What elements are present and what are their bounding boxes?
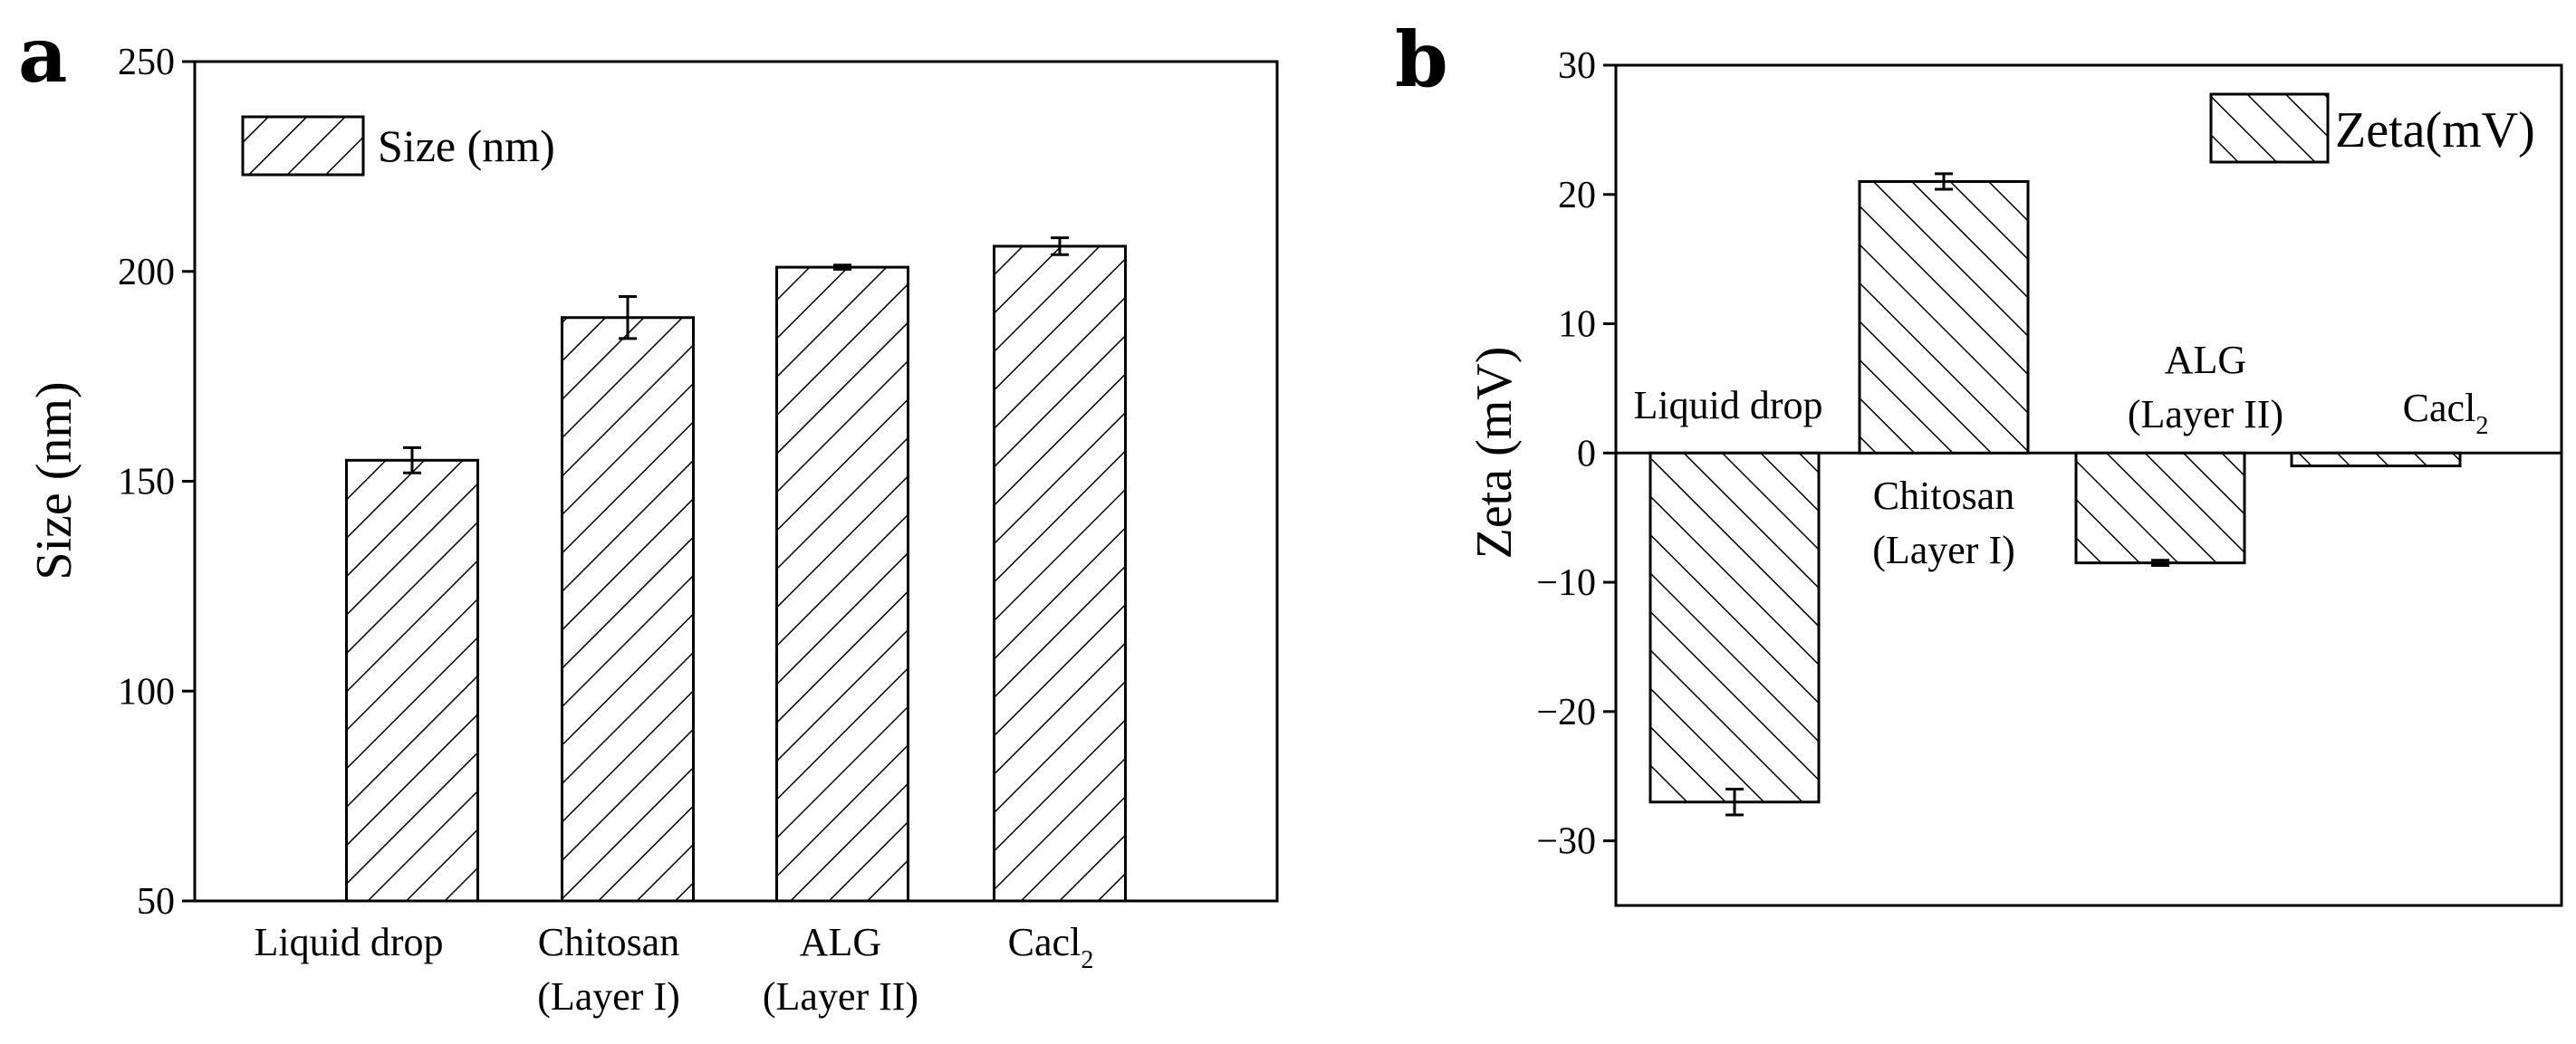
panel-a-category-label: Chitosan <box>538 920 679 964</box>
panel-b-category-label-line2: (Layer II) <box>2128 392 2283 436</box>
panel-a-letter: a <box>18 10 67 100</box>
panel-a-y-tick-label: 50 <box>137 881 175 923</box>
panel-b-bar <box>1648 451 1821 804</box>
panel-b-bar <box>2290 451 2462 468</box>
panel-a-legend-label: Size (nm) <box>378 120 555 171</box>
panel-b-y-tick-label: −30 <box>1536 821 1596 863</box>
panel-b-letter: b <box>1395 14 1448 104</box>
panel-a-category-label-line2: (Layer I) <box>537 974 680 1019</box>
panel-a-bars <box>345 236 1127 903</box>
panel-b-y-tick-label: 10 <box>1558 304 1596 346</box>
panel-a-bar <box>993 244 1127 903</box>
panel-b-category-label: Liquid drop <box>1634 383 1823 427</box>
panel-a-legend: Size (nm) <box>241 115 555 177</box>
panel-b-category-label: Cacl2 <box>2403 386 2489 440</box>
panel-b-y-tick-label: 20 <box>1558 175 1596 216</box>
panel-b-bar <box>2074 451 2246 565</box>
panel-a-category-labels: Liquid drop Chitosan (Layer I) ALG (Layer II… <box>255 920 1094 1019</box>
panel-a-category-label: Cacl2 <box>1008 920 1094 974</box>
panel-b-category-label: Chitosan <box>1873 474 2014 518</box>
panel-b-y-tick-label: 0 <box>1577 433 1596 474</box>
panel-b-plot-frame <box>1614 63 2563 907</box>
panel-a-y-tick-label: 250 <box>118 42 175 83</box>
panel-b-legend: Zeta(mV) <box>2209 92 2535 164</box>
panel-b-y-tick-label: −20 <box>1536 692 1596 733</box>
panel-b-bar <box>1858 179 2030 455</box>
panel-b-y-axis-title: Zeta (mV) <box>1466 347 1523 560</box>
panel-a-y-ticks: 50 100 150 200 250 <box>118 42 195 923</box>
panel-a-category-label: Liquid drop <box>255 920 444 964</box>
panel-a-bar <box>345 458 479 903</box>
panel-a-y-tick-label: 100 <box>118 671 175 713</box>
panel-a-bar <box>775 265 909 903</box>
panel-b-category-label: ALG <box>2165 338 2246 382</box>
panel-b-y-tick-label: 30 <box>1558 45 1596 87</box>
panel-b-category-label-line2: (Layer I) <box>1872 528 2015 572</box>
panel-b: b −30 −20 −10 0 10 20 30 Zeta (mV) Liquid drop… <box>1395 14 2563 907</box>
panel-b-legend-label: Zeta(mV) <box>2335 102 2535 158</box>
panel-a: a 50 100 150 200 250 Size (nm) Liquid drop Ch… <box>18 10 1279 1019</box>
panel-b-bars <box>1648 172 2462 817</box>
panel-b-y-tick-label: −10 <box>1536 562 1596 604</box>
panel-a-y-axis-title: Size (nm) <box>26 381 82 579</box>
panel-b-legend-swatch <box>2209 92 2330 164</box>
panel-b-category-labels: Liquid drop Chitosan (Layer I) ALG (Layer II… <box>1634 338 2489 572</box>
panel-a-legend-swatch <box>241 115 365 177</box>
panel-a-y-tick-label: 150 <box>118 462 175 503</box>
panel-a-category-label-line2: (Layer II) <box>763 974 918 1019</box>
panel-b-y-ticks: −30 −20 −10 0 10 20 30 <box>1536 45 1616 863</box>
panel-a-category-label: ALG <box>800 920 881 964</box>
panel-a-y-tick-label: 200 <box>118 252 175 293</box>
panel-a-bar <box>561 316 695 903</box>
